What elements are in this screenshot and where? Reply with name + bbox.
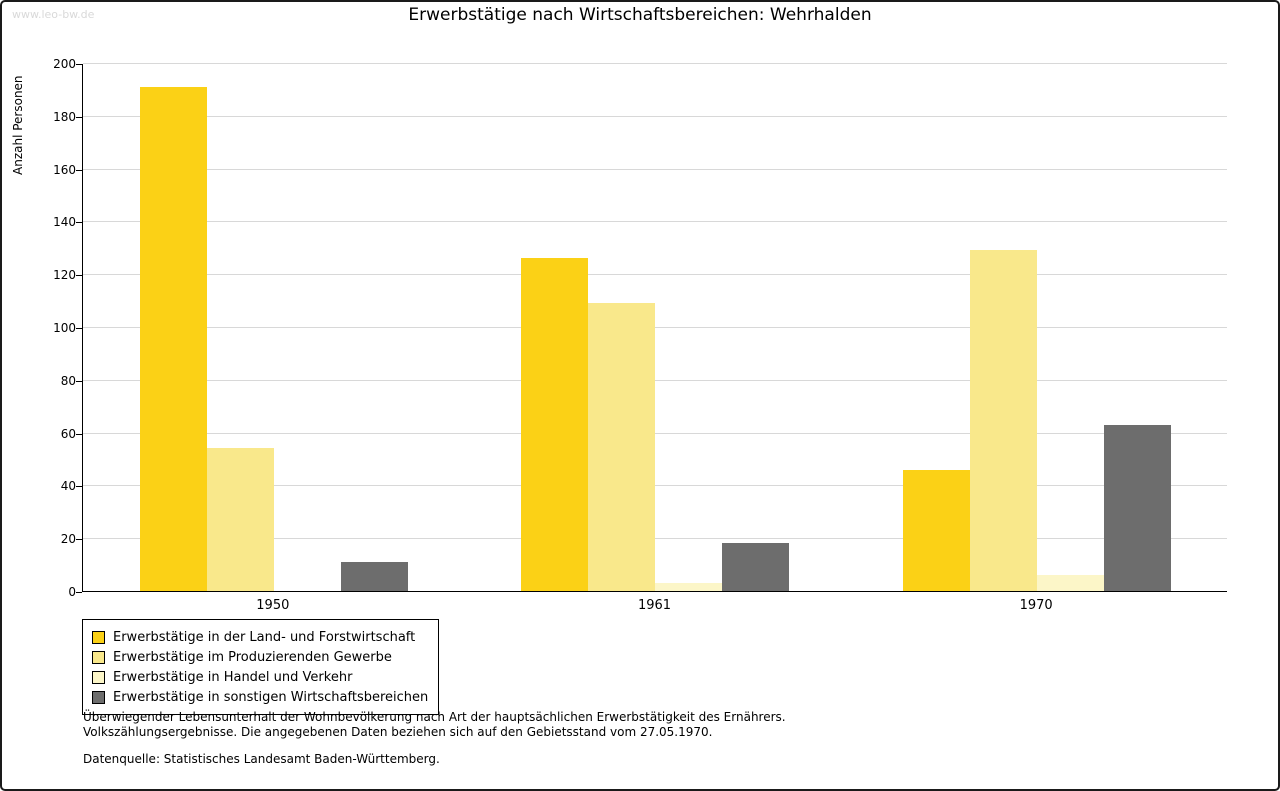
legend-label: Erwerbstätige in der Land- und Forstwirt… [113, 629, 416, 645]
y-tick-label-40: 40 [60, 479, 76, 494]
bar-group-1961 [465, 64, 847, 591]
y-tick-label-200: 200 [53, 57, 76, 71]
x-tick-label-1961: 1961 [637, 598, 672, 613]
y-tick-label-160: 160 [53, 162, 76, 177]
y-tick-mark-160 [76, 169, 82, 171]
bar-1950-series-2 [206, 448, 274, 591]
data-source: Datenquelle: Statistisches Landesamt Bad… [83, 752, 440, 766]
bar-1961-series-2 [588, 303, 656, 591]
legend-swatch-icon [92, 630, 105, 644]
legend-item-4: Erwerbstätige in sonstigen Wirtschaftsbe… [92, 687, 428, 707]
gridline-180 [83, 115, 1227, 117]
y-tick-label-120: 120 [53, 268, 76, 283]
y-tick-mark-140 [76, 222, 82, 224]
legend-swatch-icon [92, 670, 105, 684]
y-tick-label-180: 180 [53, 109, 76, 124]
bar-1961-series-3 [655, 583, 723, 591]
legend-item-3: Erwerbstätige in Handel und Verkehr [92, 667, 428, 687]
y-tick-label-100: 100 [53, 321, 76, 335]
bar-1970-series-2 [970, 250, 1038, 591]
bar-1961-series-1 [521, 258, 589, 591]
y-tick-mark-60 [76, 433, 82, 435]
bar-1950-series-4 [340, 561, 408, 591]
gridline-160 [83, 168, 1227, 170]
legend-swatch-icon [92, 650, 105, 664]
legend-item-1: Erwerbstätige in der Land- und Forstwirt… [92, 627, 428, 647]
bar-1970-series-1 [903, 469, 971, 591]
chart-title: Erwerbstätige nach Wirtschaftsbereichen:… [408, 5, 872, 25]
legend-label: Erwerbstätige im Produzierenden Gewerbe [113, 649, 392, 665]
footnote-line-2: Volkszählungsergebnisse. Die angegebenen… [83, 725, 713, 739]
bar-1950-series-1 [139, 86, 207, 591]
y-tick-mark-40 [76, 486, 82, 488]
y-axis-label: Anzahl Personen [11, 75, 25, 175]
bar-1961-series-4 [722, 543, 790, 591]
legend-swatch-icon [92, 690, 105, 704]
y-tick-mark-20 [76, 539, 82, 541]
y-tick-label-0: 0 [68, 585, 76, 599]
y-tick-mark-100 [76, 328, 82, 329]
gridline-140 [83, 221, 1227, 223]
y-tick-mark-0 [76, 592, 82, 593]
legend-label: Erwerbstätige in sonstigen Wirtschaftsbe… [113, 689, 429, 705]
x-tick-label-1970: 1970 [1019, 598, 1053, 613]
y-tick-label-80: 80 [60, 373, 76, 388]
bar-1970-series-3 [1037, 575, 1105, 591]
legend: Erwerbstätige in der Land- und Forstwirt… [82, 619, 440, 715]
footnote-line-1: Überwiegender Lebensunterhalt der Wohnbe… [83, 710, 786, 724]
y-tick-label-20: 20 [60, 532, 76, 547]
plot-area [82, 63, 1228, 592]
y-tick-mark-180 [76, 116, 82, 118]
legend-item-2: Erwerbstätige im Produzierenden Gewerbe [92, 647, 428, 667]
y-tick-mark-120 [76, 275, 82, 277]
legend-label: Erwerbstätige in Handel und Verkehr [113, 669, 353, 685]
y-tick-label-140: 140 [53, 215, 76, 230]
y-tick-mark-200 [76, 64, 82, 65]
footnotes: Überwiegender Lebensunterhalt der Wohnbe… [83, 710, 786, 767]
y-tick-mark-80 [76, 380, 82, 382]
gridline-120 [83, 274, 1227, 276]
gridline-200 [83, 63, 1227, 64]
y-tick-label-60: 60 [60, 426, 76, 441]
bar-group-1970 [846, 64, 1228, 591]
bar-1970-series-4 [1104, 424, 1172, 591]
x-tick-label-1950: 1950 [256, 598, 290, 613]
bar-group-1950 [83, 64, 465, 591]
watermark: www.leo-bw.de [12, 8, 95, 21]
